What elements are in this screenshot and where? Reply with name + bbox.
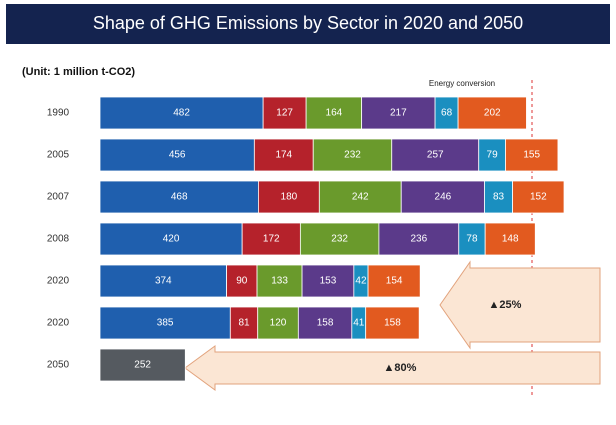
bar-segment xyxy=(505,138,559,172)
data-label: 153 xyxy=(320,276,337,287)
data-label: 242 xyxy=(352,192,369,203)
data-label: 232 xyxy=(344,150,361,161)
bar-segment xyxy=(99,348,186,382)
data-label: 202 xyxy=(484,108,501,119)
data-label: 172 xyxy=(263,234,280,245)
data-label: 41 xyxy=(353,318,365,329)
bar-segment xyxy=(305,96,363,130)
y-tick-label: 2008 xyxy=(47,234,70,245)
bar-segment xyxy=(391,138,480,172)
bar-segment xyxy=(457,96,527,130)
y-tick-label: 2005 xyxy=(47,150,70,161)
bar-segment xyxy=(478,138,506,172)
bar-segment xyxy=(253,138,314,172)
data-label: 148 xyxy=(502,234,519,245)
bar-segment xyxy=(229,306,259,340)
data-label: 42 xyxy=(355,276,367,287)
data-label: 257 xyxy=(427,150,444,161)
bar-segment xyxy=(484,222,536,256)
data-label: 158 xyxy=(317,318,334,329)
bar-segment xyxy=(361,96,436,130)
data-label: 232 xyxy=(331,234,348,245)
y-tick-label: 2020 xyxy=(47,276,70,287)
data-label: 120 xyxy=(270,318,287,329)
legend-label: Energy conversion xyxy=(429,79,495,88)
bar-segment xyxy=(318,180,402,214)
bar-segment xyxy=(400,180,485,214)
bar-segment xyxy=(99,222,243,256)
y-tick-label: 1990 xyxy=(47,108,70,119)
bar-segment xyxy=(484,180,513,214)
data-label: 217 xyxy=(390,108,407,119)
data-label: 385 xyxy=(157,318,174,329)
data-label: 68 xyxy=(441,108,453,119)
data-label: 83 xyxy=(493,192,505,203)
bar-segment xyxy=(99,306,231,340)
data-label: 127 xyxy=(276,108,293,119)
bar-segment xyxy=(378,222,460,256)
data-label: 78 xyxy=(466,234,478,245)
data-label: 180 xyxy=(281,192,298,203)
data-label: 154 xyxy=(386,276,403,287)
data-label: 152 xyxy=(530,192,547,203)
reduction-arrow xyxy=(184,345,601,391)
data-label: 468 xyxy=(171,192,188,203)
bar-segment xyxy=(512,180,565,214)
bar-segment xyxy=(257,180,320,214)
annotation: ▲80% xyxy=(384,362,417,374)
bar-segment xyxy=(99,96,264,130)
bar-segment xyxy=(301,264,355,298)
y-tick-label: 2020 xyxy=(47,318,70,329)
bar-segment xyxy=(241,222,301,256)
chart-title: Shape of GHG Emissions by Sector in 2020… xyxy=(93,13,523,33)
data-label: 374 xyxy=(155,276,172,287)
reduction-arrow xyxy=(439,260,601,350)
bar-segment xyxy=(458,222,486,256)
annotation: ▲25% xyxy=(489,299,522,311)
data-label: 482 xyxy=(173,108,190,119)
data-label: 174 xyxy=(275,150,292,161)
title-banner xyxy=(6,4,610,44)
data-label: 236 xyxy=(410,234,427,245)
data-label: 155 xyxy=(523,150,540,161)
data-label: 79 xyxy=(487,150,499,161)
data-label: 456 xyxy=(169,150,186,161)
bar-segment xyxy=(299,222,380,256)
bar-segment xyxy=(99,138,255,172)
chart-subtitle: (Unit: 1 million t-CO2) xyxy=(22,66,135,78)
data-label: 133 xyxy=(271,276,288,287)
data-label: 420 xyxy=(163,234,180,245)
bar-segment xyxy=(257,306,299,340)
y-tick-label: 2050 xyxy=(47,360,70,371)
bar-segment xyxy=(99,180,259,214)
data-label: 164 xyxy=(326,108,343,119)
bar-segment xyxy=(365,306,420,340)
bar-segment xyxy=(312,138,393,172)
bar-segment xyxy=(367,264,421,298)
data-label: 158 xyxy=(384,318,401,329)
data-label: 81 xyxy=(238,318,250,329)
data-label: 90 xyxy=(236,276,248,287)
data-label: 246 xyxy=(435,192,452,203)
data-label: 252 xyxy=(134,360,151,371)
y-tick-label: 2007 xyxy=(47,192,70,203)
bar-segment xyxy=(99,264,227,298)
